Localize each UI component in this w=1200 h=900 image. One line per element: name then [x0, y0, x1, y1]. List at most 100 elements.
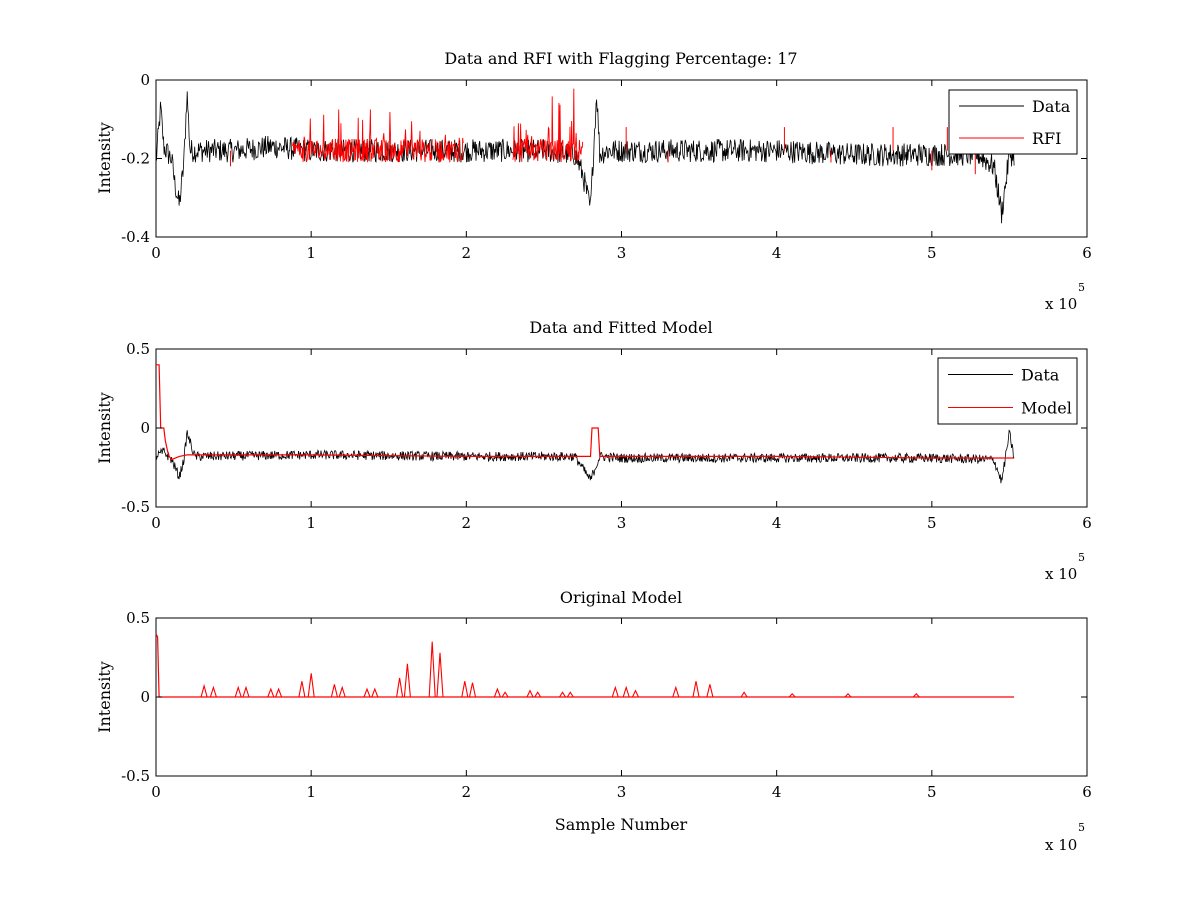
y-tick-label: 0.5	[126, 609, 150, 627]
model-spike	[788, 692, 796, 698]
model-spike	[403, 663, 411, 698]
x-tick-label: 0	[151, 783, 161, 801]
legend-label: Model	[1021, 399, 1072, 418]
x-tick-label: 3	[617, 244, 627, 262]
model-spike	[209, 685, 217, 698]
series-line-model	[156, 364, 1015, 461]
y-tick-label: -0.4	[121, 228, 150, 246]
y-tick-label: -0.5	[121, 498, 150, 516]
model-spike	[622, 685, 630, 698]
model-spike	[493, 687, 501, 698]
legend: Data RFI	[948, 89, 1078, 155]
model-spike	[200, 683, 208, 698]
model-spike	[363, 687, 371, 698]
plot-layer	[155, 88, 1015, 224]
x-tick-label: 0	[151, 514, 161, 532]
chart-title: Data and RFI with Flagging Percentage: 1…	[444, 49, 797, 68]
x-tick-label: 6	[1082, 244, 1092, 262]
panel-model-fit: 0 1 2 3 4 5 6-0.500.5 Data and Fitted Model In…	[95, 318, 1092, 583]
model-spike	[912, 692, 920, 698]
x-tick-label: 6	[1082, 783, 1092, 801]
x-axis-label: Sample Number	[555, 815, 688, 834]
y-tick-label: -0.2	[121, 150, 150, 168]
model-spike	[740, 691, 748, 698]
model-spike	[436, 652, 444, 698]
model-spike	[692, 681, 700, 698]
model-spike	[706, 684, 714, 698]
x-tick-label: 0	[151, 244, 161, 262]
y-axis-label: Intensity	[95, 661, 114, 733]
x-axis-exponent: 5	[1078, 821, 1085, 834]
y-tick-label: 0.5	[126, 340, 150, 358]
tick-layer: 0 1 2 3 4 5 6-0.500.5	[121, 609, 1092, 801]
model-spike	[461, 681, 469, 698]
x-tick-label: 4	[772, 514, 782, 532]
plot-layer	[155, 633, 1015, 698]
x-tick-label: 1	[306, 783, 316, 801]
series-line-model	[155, 633, 1015, 698]
plot-layer	[155, 364, 1015, 484]
axes-box	[155, 348, 1088, 508]
y-tick-label: -0.5	[121, 767, 150, 785]
model-spike	[526, 689, 534, 698]
legend: Data Model	[937, 357, 1078, 425]
model-spike	[428, 641, 436, 698]
x-tick-label: 3	[617, 783, 627, 801]
x-tick-label: 5	[927, 514, 937, 532]
x-axis-exponent: 5	[1078, 281, 1085, 294]
x-tick-label: 2	[462, 783, 472, 801]
model-spike	[338, 685, 346, 698]
model-spike	[632, 689, 639, 698]
y-axis-label: Intensity	[95, 392, 114, 464]
x-tick-label: 3	[617, 514, 627, 532]
rfi-segment	[380, 111, 433, 163]
rfi-segment	[512, 123, 552, 162]
series-line-data	[155, 429, 1015, 484]
model-spike	[566, 691, 574, 698]
model-spike	[672, 685, 680, 698]
model-spike	[234, 685, 242, 698]
x-tick-label: 2	[462, 244, 472, 262]
x-tick-label: 5	[927, 783, 937, 801]
rfi-segment	[329, 109, 382, 163]
model-spike	[267, 687, 275, 698]
model-spike	[468, 682, 477, 698]
model-spike	[330, 684, 338, 698]
y-tick-label: 0	[140, 688, 150, 706]
panel-rfi: 0 1 2 3 4 5 6 -0.4 -0.2 0 Data and RFI with Flagg…	[95, 49, 1092, 313]
x-axis-multiplier: x 10	[1045, 565, 1077, 583]
model-spike	[501, 691, 509, 698]
x-tick-label: 5	[927, 244, 937, 262]
model-spike	[371, 687, 379, 698]
model-spike	[534, 691, 542, 698]
y-tick-label: 0	[140, 419, 150, 437]
series-line-data	[155, 91, 1015, 224]
legend-label: Data	[1032, 97, 1071, 116]
x-axis-exponent: 5	[1078, 551, 1085, 564]
axes-box	[155, 79, 1088, 238]
model-spike	[559, 691, 566, 698]
model-spike	[275, 687, 283, 698]
x-tick-label: 4	[772, 783, 782, 801]
rfi-segment	[292, 114, 331, 163]
panel-original-model: 0 1 2 3 4 5 6-0.500.5 Original Model Intensity…	[95, 588, 1092, 854]
x-tick-label: 1	[306, 244, 316, 262]
legend-box	[937, 357, 1078, 425]
x-axis-multiplier: x 10	[1045, 295, 1077, 313]
x-axis-multiplier: x 10	[1045, 836, 1077, 854]
model-spike	[396, 677, 404, 698]
model-spike	[307, 673, 315, 698]
rfi-segment	[434, 134, 464, 163]
tick-layer: 0 1 2 3 4 5 6 -0.4 -0.2 0	[121, 71, 1092, 262]
rfi-segment	[551, 88, 584, 163]
x-tick-label: 2	[462, 514, 472, 532]
legend-label: RFI	[1032, 129, 1061, 148]
model-spike	[242, 685, 250, 698]
tick-layer: 0 1 2 3 4 5 6-0.500.5	[121, 340, 1092, 532]
x-tick-label: 1	[306, 514, 316, 532]
legend-label: Data	[1021, 366, 1060, 385]
model-spike	[298, 681, 306, 698]
model-spike	[844, 692, 852, 698]
chart-title: Original Model	[560, 588, 682, 607]
